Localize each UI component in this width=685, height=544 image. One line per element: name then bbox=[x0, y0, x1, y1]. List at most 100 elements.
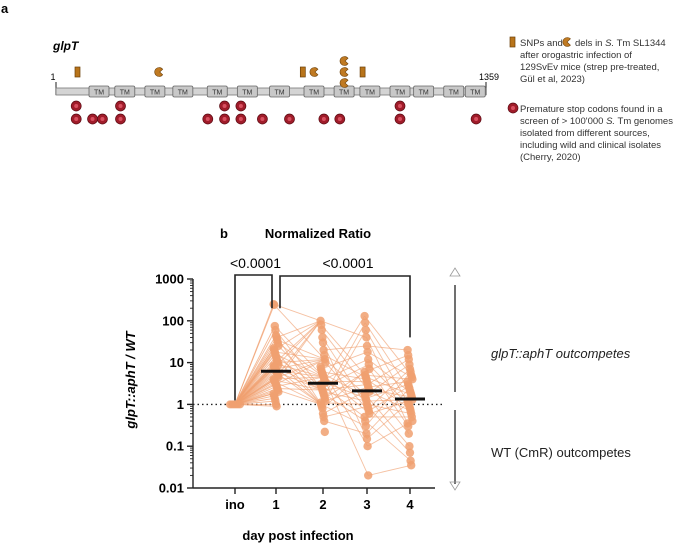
x-tick-label: 2 bbox=[319, 497, 326, 512]
data-point bbox=[361, 325, 370, 335]
tm-label: TM bbox=[395, 90, 405, 97]
stop-legend-line2c: Tm genomes bbox=[618, 116, 674, 127]
pair-line bbox=[277, 339, 325, 360]
tm-domain bbox=[303, 85, 325, 98]
deletion-marker bbox=[154, 67, 164, 77]
stop-codon-marker-core bbox=[238, 104, 243, 108]
data-point bbox=[363, 347, 372, 357]
stop-codon-marker-core bbox=[222, 104, 227, 108]
legend-snp: SNPs and dels in S. Tm SL1344 after orog… bbox=[509, 36, 666, 85]
pair-line bbox=[366, 378, 411, 409]
stop-codon-marker-core bbox=[474, 117, 479, 121]
pair-line bbox=[323, 345, 368, 351]
tm-label: TM bbox=[212, 90, 222, 97]
pair-line bbox=[366, 388, 410, 434]
tm-domain bbox=[464, 85, 486, 98]
gene-name: glpT bbox=[52, 39, 80, 53]
tm-domain bbox=[144, 85, 166, 98]
x-tick-label: 1 bbox=[272, 497, 279, 512]
y-tick-label: 1000 bbox=[155, 272, 184, 287]
p-value-1: <0.0001 bbox=[230, 255, 281, 271]
tm-domain bbox=[88, 85, 110, 98]
pair-line bbox=[275, 358, 326, 385]
pair-line bbox=[273, 366, 322, 405]
pair-line bbox=[367, 368, 411, 409]
gene-end: 1359 bbox=[479, 72, 499, 82]
data-point bbox=[404, 422, 413, 431]
data-points bbox=[226, 299, 417, 480]
pair-line bbox=[273, 303, 321, 322]
data-point bbox=[320, 427, 329, 437]
tm-domain bbox=[359, 85, 381, 98]
data-point bbox=[318, 338, 328, 347]
snp-legend-icon bbox=[509, 36, 516, 48]
pair-line bbox=[324, 420, 367, 435]
deletion-marker bbox=[339, 67, 349, 77]
stop-codon-marker-core bbox=[398, 117, 402, 121]
pair-line bbox=[234, 329, 276, 405]
pair-line bbox=[323, 393, 366, 422]
pair-line bbox=[365, 371, 411, 427]
pair-line bbox=[274, 351, 325, 360]
stop-legend-line4: including wild and clinical isolates bbox=[520, 140, 661, 151]
tm-label: TM bbox=[419, 90, 429, 97]
stop-codon-marker-core bbox=[321, 117, 326, 121]
panel-a-label: a bbox=[1, 1, 9, 16]
bracket-ino-day1 bbox=[234, 274, 273, 401]
y-tick-label: 0.01 bbox=[159, 481, 184, 496]
data-point bbox=[360, 311, 369, 321]
tm-label: TM bbox=[150, 90, 160, 97]
y-tick-label: 1 bbox=[177, 397, 184, 412]
tm-label: TM bbox=[94, 90, 104, 97]
stop-legend-line5: (Cherry, 2020) bbox=[520, 152, 581, 163]
pair-line bbox=[275, 329, 323, 391]
pair-line bbox=[320, 320, 367, 338]
chart-title: Normalized Ratio bbox=[265, 226, 371, 241]
del-legend-icon bbox=[562, 37, 571, 47]
data-point bbox=[405, 442, 414, 451]
lower-annotation: WT (CmR) outcompetes bbox=[491, 445, 631, 460]
pair-line bbox=[367, 406, 411, 453]
y-tick-label: 0.1 bbox=[166, 439, 184, 454]
pair-line bbox=[369, 400, 408, 415]
medians bbox=[261, 369, 425, 401]
pair-line bbox=[275, 353, 324, 378]
pair-line bbox=[321, 403, 366, 427]
stop-codon-marker-core bbox=[74, 104, 79, 108]
pair-line bbox=[367, 358, 410, 385]
pair-line bbox=[365, 376, 412, 396]
pair-line bbox=[277, 388, 323, 391]
pair-line bbox=[277, 342, 324, 378]
pair-line bbox=[276, 320, 321, 362]
stop-codon-marker-core bbox=[398, 104, 402, 108]
pair-line bbox=[324, 358, 369, 380]
svg-text:SNPs and: SNPs and bbox=[520, 38, 563, 49]
stop-codon-marker-core bbox=[287, 117, 292, 121]
significance-brackets: <0.0001 <0.0001 bbox=[230, 255, 411, 401]
tm-domain bbox=[389, 85, 411, 98]
data-point bbox=[407, 461, 416, 470]
pair-line bbox=[276, 376, 324, 387]
pair-line bbox=[276, 320, 321, 338]
y-tick-label: 10 bbox=[170, 355, 184, 370]
pair-line bbox=[273, 304, 326, 360]
pair-line bbox=[364, 393, 410, 447]
deletion-marker bbox=[339, 56, 349, 66]
tm-domain bbox=[114, 85, 136, 98]
tm-label: TM bbox=[242, 90, 252, 97]
stop-codon-marker-core bbox=[260, 117, 265, 121]
pair-line bbox=[366, 345, 408, 351]
paired-lines bbox=[234, 303, 413, 476]
p-value-2: <0.0001 bbox=[323, 255, 374, 271]
side-arrows bbox=[449, 267, 461, 491]
data-point bbox=[361, 422, 370, 431]
snp-legend-species: S. bbox=[605, 38, 614, 49]
snp-legend-rest2: Tm SL1344 bbox=[617, 38, 666, 49]
y-tick-label: 100 bbox=[162, 313, 184, 328]
pair-line bbox=[274, 379, 323, 391]
stop-codon-marker-core bbox=[100, 117, 105, 121]
legend-stop: Premature stop codons found in a screen … bbox=[507, 102, 674, 163]
tm-domain bbox=[236, 85, 258, 98]
pair-line bbox=[277, 320, 321, 376]
stop-codon-marker-core bbox=[205, 117, 210, 121]
